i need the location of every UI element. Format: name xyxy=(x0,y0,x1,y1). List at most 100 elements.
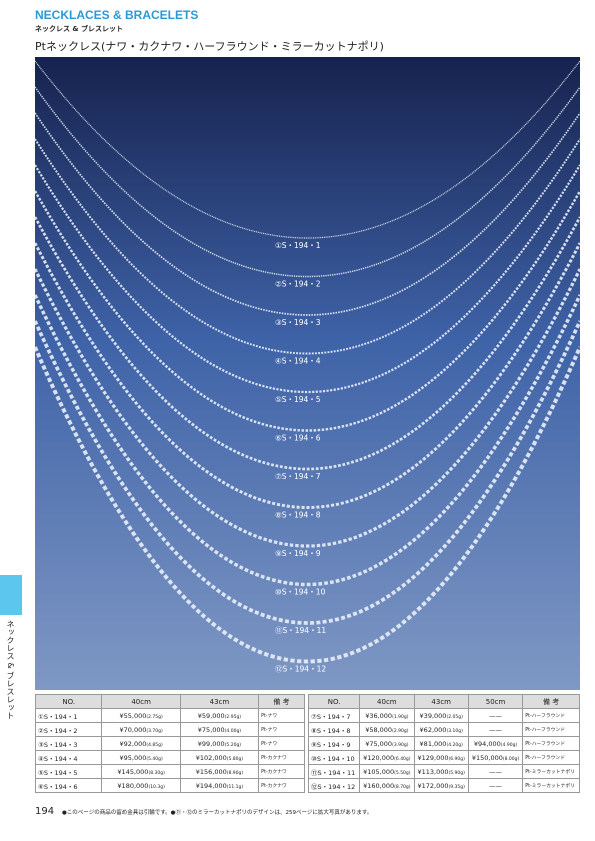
chain-label: ①S・194・1 xyxy=(275,241,321,250)
price-cell: ¥105,000(5.50g) xyxy=(359,764,415,779)
price: ¥180,000 xyxy=(117,781,149,790)
item-number: ②S・194・2 xyxy=(34,722,103,737)
weight: (2.75g) xyxy=(146,714,163,720)
price-cell: ¥92,000(4.85g) xyxy=(101,736,181,751)
column-header: 43cm xyxy=(413,694,469,709)
price-cell: ¥95,000(5.40g) xyxy=(101,750,181,765)
chain-label: ⑨S・194・9 xyxy=(275,549,321,558)
table-row: ⑪S・194・11 ¥105,000(5.50g) ¥113,000(5.90g) —… xyxy=(307,764,580,779)
weight: (2.95g) xyxy=(224,714,242,720)
price-cell: ¥75,000(3.90g) xyxy=(359,736,415,751)
chain xyxy=(35,216,580,471)
price: —— xyxy=(489,781,503,790)
weight: (6.40g) xyxy=(394,756,411,762)
price: ¥55,000 xyxy=(119,711,147,720)
table-row: ⑩S・194・10 ¥120,000(6.40g) ¥129,000(6.90g) ¥… xyxy=(307,750,580,765)
remark: Pt-ミラーカットナポリ xyxy=(522,764,580,779)
chain-label: ⑤S・194・5 xyxy=(275,395,321,404)
price-cell: ¥129,000(6.90g) xyxy=(413,750,469,765)
price-cell: ¥145,000(8.30g) xyxy=(101,764,181,779)
price: —— xyxy=(489,725,503,734)
weight: (2.90g) xyxy=(392,728,409,734)
remark: Pt-ミラーカットナポリ xyxy=(522,778,580,793)
chain xyxy=(35,346,580,664)
price-cell: ¥70,000(3.70g) xyxy=(101,722,181,737)
weight: (5.40g) xyxy=(146,756,163,762)
weight: (10.3g) xyxy=(148,784,165,790)
weight: (8.70g) xyxy=(394,784,411,790)
price: ¥59,000 xyxy=(197,711,225,720)
price: ¥150,000 xyxy=(471,753,503,762)
item-number: ⑪S・194・11 xyxy=(307,764,361,779)
weight: (3.70g) xyxy=(146,728,163,734)
table-row: ①S・194・1 ¥55,000(2.75g) ¥59,000(2.95g) Pt-ナ… xyxy=(34,708,305,723)
side-tab xyxy=(0,575,22,615)
price: ¥58,000 xyxy=(365,725,393,734)
price-cell: ¥94,000(4.90g) xyxy=(467,736,524,751)
price: ¥102,000 xyxy=(195,753,227,762)
weight: (9.35g) xyxy=(448,784,465,790)
price: ¥95,000 xyxy=(119,753,147,762)
remark: Pt-ハーフラウンド xyxy=(522,722,580,737)
remark: Pt-ハーフラウンド xyxy=(522,750,580,765)
footnote: ●このページの商品の留め金具は引輪です。●⑪・⑫のミラーカットナポリのデザインは… xyxy=(62,810,373,816)
price-cell: ¥113,000(5.90g) xyxy=(413,764,469,779)
column-header: 40cm xyxy=(101,694,181,709)
remark: Pt-カクナワ xyxy=(258,764,305,779)
chain xyxy=(35,86,580,277)
remark: Pt-ナワ xyxy=(258,708,305,723)
price: ¥75,000 xyxy=(197,725,225,734)
table-row: ⑤S・194・5 ¥145,000(8.30g) ¥156,000(8.90g) Pt… xyxy=(34,764,305,779)
item-number: ⑨S・194・9 xyxy=(307,736,361,751)
price-cell: ¥62,000(3.10g) xyxy=(413,722,469,737)
column-header: NO. xyxy=(307,694,361,709)
weight: (1.90g) xyxy=(392,714,409,720)
chain xyxy=(35,112,580,316)
chain xyxy=(35,164,580,394)
price-cell: ¥99,000(5.20g) xyxy=(179,736,260,751)
price: ¥62,000 xyxy=(419,725,447,734)
table-row: ⑥S・194・6 ¥180,000(10.3g) ¥194,000(11.1g) Pt… xyxy=(34,778,305,793)
price-cell: ¥59,000(2.95g) xyxy=(179,708,260,723)
price-table: NO. 40cm 43cm 備 考 ①S・194・1 ¥55,000(2.75g) ¥59,… xyxy=(34,694,305,793)
price-cell: ¥58,000(2.90g) xyxy=(359,722,415,737)
price: ¥194,000 xyxy=(195,781,227,790)
table-row: ②S・194・2 ¥70,000(3.70g) ¥75,000(4.00g) Pt-ナ… xyxy=(34,722,305,737)
price: ¥145,000 xyxy=(117,767,149,776)
price: —— xyxy=(489,767,503,776)
page-title: Ptネックレス(ナワ・カクナワ・ハーフラウンド・ミラーカットナポリ) xyxy=(35,40,384,53)
item-number: ⑦S・194・7 xyxy=(307,708,361,723)
chain-label: ③S・194・3 xyxy=(275,318,321,327)
weight: (4.85g) xyxy=(146,742,163,748)
price: —— xyxy=(489,711,503,720)
table-row: ⑫S・194・12 ¥160,000(8.70g) ¥172,000(9.35g) —… xyxy=(307,778,580,793)
remark: Pt-ハーフラウンド xyxy=(522,708,580,723)
remark: Pt-カクナワ xyxy=(258,778,305,793)
weight: (11.1g) xyxy=(226,784,244,790)
column-header: 43cm xyxy=(179,694,260,709)
price-cell: ¥180,000(10.3g) xyxy=(101,778,181,793)
price-cell: —— xyxy=(467,778,524,793)
price: ¥94,000 xyxy=(473,739,501,748)
column-header: 50cm xyxy=(467,694,524,709)
price-cell: —— xyxy=(467,708,524,723)
chain-label: ②S・194・2 xyxy=(275,280,321,289)
price: ¥172,000 xyxy=(417,781,449,790)
price: ¥160,000 xyxy=(363,781,395,790)
chain-label: ⑫S・194・12 xyxy=(275,665,326,674)
price-cell: ¥102,000(5.80g) xyxy=(179,750,260,765)
price-cell: ¥55,000(2.75g) xyxy=(101,708,181,723)
weight: (4.00g) xyxy=(224,728,242,734)
table-row: ④S・194・4 ¥95,000(5.40g) ¥102,000(5.80g) Pt-… xyxy=(34,750,305,765)
column-header: 備 考 xyxy=(522,694,580,709)
weight: (5.50g) xyxy=(394,770,411,776)
price: ¥92,000 xyxy=(119,739,147,748)
weight: (8.90g) xyxy=(226,770,244,776)
column-header: 備 考 xyxy=(258,694,305,709)
item-number: ⑤S・194・5 xyxy=(34,764,103,779)
chain-label: ④S・194・4 xyxy=(275,357,321,366)
price-cell: ¥150,000(8.00g) xyxy=(467,750,524,765)
price: ¥70,000 xyxy=(119,725,147,734)
column-header: 40cm xyxy=(359,694,415,709)
